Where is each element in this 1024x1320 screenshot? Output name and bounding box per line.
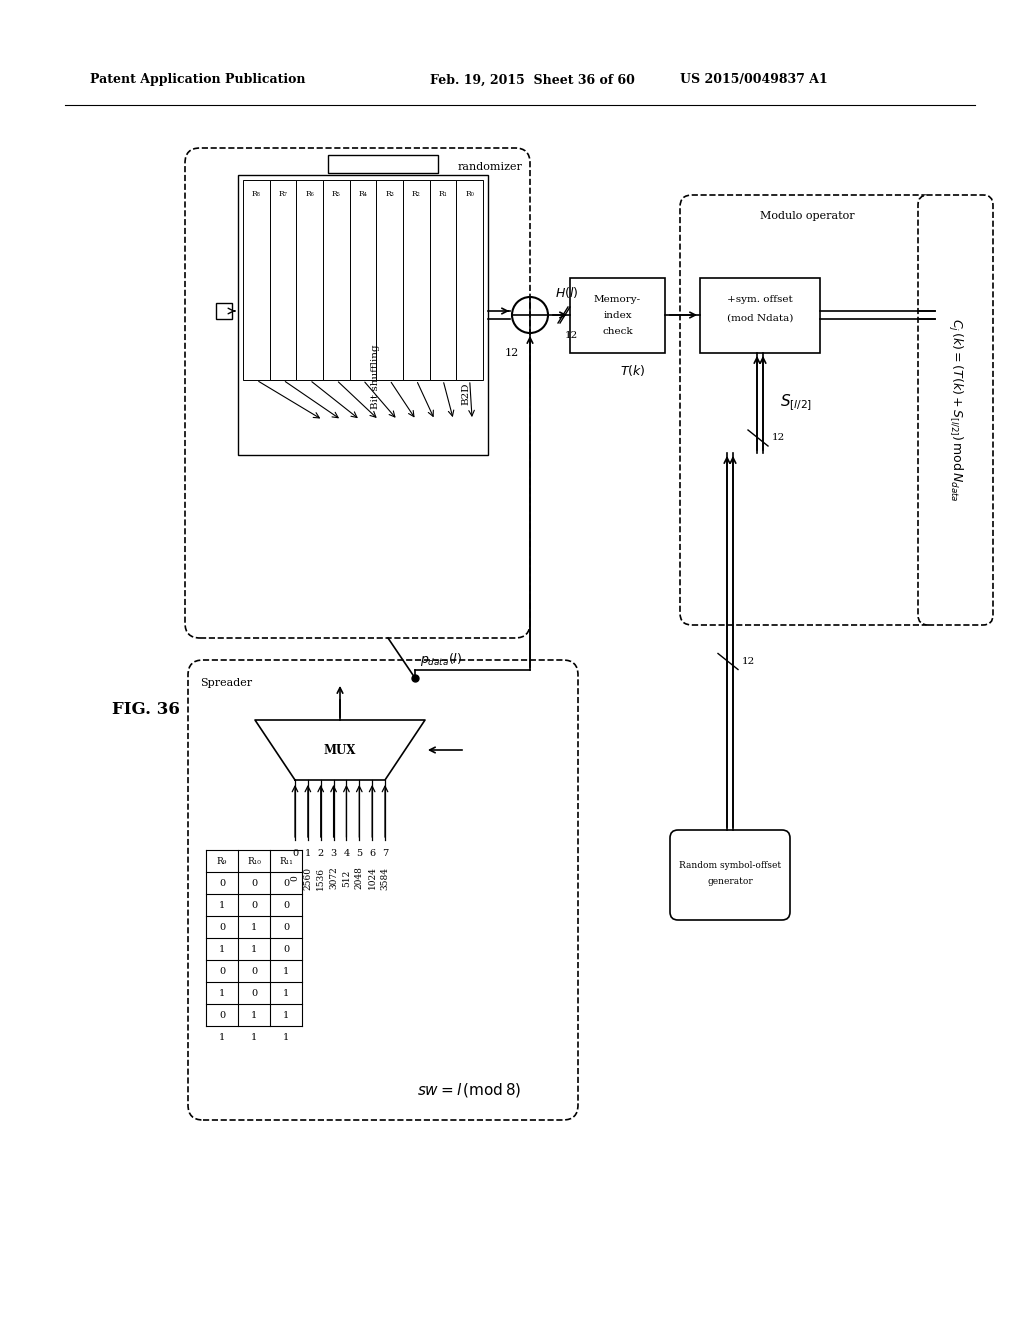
Bar [570, 279, 665, 352]
Text: (mod Ndata): (mod Ndata) [727, 314, 794, 322]
Bar [700, 279, 820, 352]
Text: 3584: 3584 [381, 866, 389, 890]
Text: Spreader: Spreader [200, 678, 252, 688]
Text: 0: 0 [283, 879, 289, 887]
Text: 1: 1 [251, 923, 257, 932]
Text: 3072: 3072 [329, 867, 338, 890]
Text: 1: 1 [251, 1011, 257, 1019]
Text: R₁: R₁ [438, 190, 447, 198]
Text: 0: 0 [283, 923, 289, 932]
Text: R₅: R₅ [332, 190, 341, 198]
Text: check: check [602, 327, 633, 337]
Text: 6: 6 [369, 850, 375, 858]
Text: index: index [603, 312, 632, 321]
Text: $p_{data}(l)$: $p_{data}(l)$ [420, 652, 462, 668]
Text: $C_j\,(k) = (T(k) + S_{[l/2]})\,\mathrm{mod}\,N_{data}$: $C_j\,(k) = (T(k) + S_{[l/2]})\,\mathrm{… [946, 318, 965, 502]
Text: 1024: 1024 [368, 866, 377, 890]
Text: 5: 5 [356, 850, 362, 858]
Bar [328, 154, 438, 173]
Text: 1: 1 [305, 850, 311, 858]
Text: 4: 4 [343, 850, 349, 858]
Text: 0: 0 [219, 879, 225, 887]
Text: Random symbol-offset: Random symbol-offset [679, 861, 781, 870]
Text: 3: 3 [331, 850, 337, 858]
Text: 0: 0 [291, 875, 299, 880]
Text: 1: 1 [283, 966, 289, 975]
Bar [269, 180, 296, 380]
Text: 1: 1 [219, 945, 225, 953]
Text: R₈: R₈ [252, 190, 261, 198]
Text: $H(l)$: $H(l)$ [555, 285, 579, 301]
Text: 0: 0 [283, 900, 289, 909]
Text: 0: 0 [283, 945, 289, 953]
Text: +sym. offset: +sym. offset [727, 296, 793, 305]
Text: 1: 1 [251, 1032, 257, 1041]
Text: 12: 12 [565, 330, 579, 339]
Text: R₄: R₄ [358, 190, 368, 198]
Text: R₀: R₀ [465, 190, 474, 198]
FancyBboxPatch shape [188, 660, 578, 1119]
Text: 512: 512 [342, 870, 351, 887]
Text: Feb. 19, 2015  Sheet 36 of 60: Feb. 19, 2015 Sheet 36 of 60 [430, 74, 635, 87]
Text: $S_{[l/2]}$: $S_{[l/2]}$ [780, 393, 812, 413]
Text: Bit shuffling: Bit shuffling [371, 345, 380, 409]
Bar [430, 180, 457, 380]
Text: 12: 12 [742, 657, 756, 667]
Text: R₂: R₂ [412, 190, 421, 198]
Text: $sw = l\,(\mathrm{mod}\,8)$: $sw = l\,(\mathrm{mod}\,8)$ [417, 1081, 521, 1100]
Bar [457, 180, 483, 380]
Text: 1: 1 [283, 1032, 289, 1041]
Text: 1: 1 [283, 989, 289, 998]
Text: B2D: B2D [462, 383, 470, 405]
Text: 7: 7 [382, 850, 388, 858]
Polygon shape [255, 719, 425, 780]
Text: 0: 0 [219, 923, 225, 932]
Text: 1: 1 [251, 945, 257, 953]
Text: 0: 0 [219, 966, 225, 975]
Text: 2048: 2048 [354, 866, 364, 890]
Text: 0: 0 [251, 900, 257, 909]
Text: 2560: 2560 [303, 866, 312, 890]
Text: 1536: 1536 [316, 866, 326, 890]
Text: 1: 1 [219, 1032, 225, 1041]
Text: 0: 0 [292, 850, 298, 858]
Text: generator: generator [708, 878, 753, 887]
Text: R₉: R₉ [217, 857, 227, 866]
Text: Patent Application Publication: Patent Application Publication [90, 74, 305, 87]
FancyBboxPatch shape [670, 830, 790, 920]
Bar [243, 180, 269, 380]
Text: MUX: MUX [324, 743, 356, 756]
Bar [377, 180, 403, 380]
Text: $T(k)$: $T(k)$ [620, 363, 645, 379]
FancyBboxPatch shape [680, 195, 935, 624]
FancyBboxPatch shape [918, 195, 993, 624]
Bar [216, 304, 232, 319]
Text: 0: 0 [219, 1011, 225, 1019]
Text: 12: 12 [505, 348, 519, 358]
Text: R₁₀: R₁₀ [247, 857, 261, 866]
Text: 1: 1 [283, 1011, 289, 1019]
Text: R₃: R₃ [385, 190, 394, 198]
Text: R₁₁: R₁₁ [280, 857, 293, 866]
Bar [403, 180, 430, 380]
Text: 12: 12 [772, 433, 785, 442]
Text: 0: 0 [251, 966, 257, 975]
Bar [238, 176, 488, 455]
Text: randomizer: randomizer [457, 162, 522, 172]
Bar [296, 180, 323, 380]
Text: 1: 1 [219, 989, 225, 998]
Text: R₇: R₇ [279, 190, 288, 198]
FancyBboxPatch shape [185, 148, 530, 638]
Text: 1: 1 [219, 900, 225, 909]
Text: Memory-: Memory- [594, 296, 641, 305]
Text: R₆: R₆ [305, 190, 314, 198]
Text: US 2015/0049837 A1: US 2015/0049837 A1 [680, 74, 827, 87]
Text: 0: 0 [251, 879, 257, 887]
Bar [349, 180, 377, 380]
Text: 0: 0 [251, 989, 257, 998]
Bar [323, 180, 349, 380]
Text: 2: 2 [317, 850, 324, 858]
Text: FIG. 36: FIG. 36 [112, 701, 180, 718]
Text: Modulo operator: Modulo operator [760, 211, 855, 220]
